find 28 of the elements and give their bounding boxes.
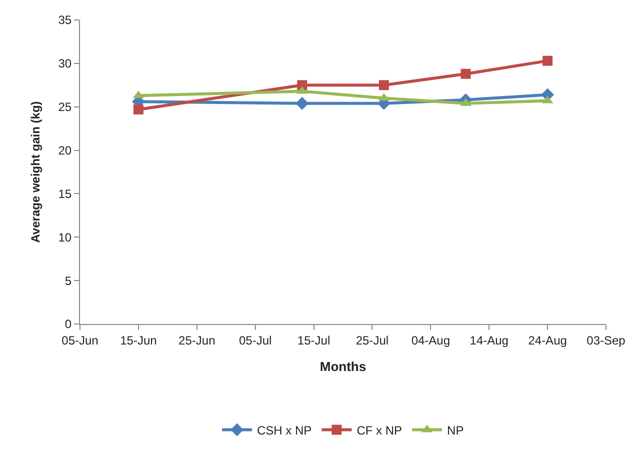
y-tick-label: 5 bbox=[64, 274, 72, 288]
x-tick-label: 24-Aug bbox=[528, 333, 567, 348]
x-tick-label: 04-Aug bbox=[411, 333, 450, 348]
y-tick-label: 0 bbox=[64, 317, 72, 332]
legend-label: NP bbox=[447, 423, 464, 438]
y-tick-label: 25 bbox=[58, 100, 72, 114]
y-tick-label: 15 bbox=[58, 186, 72, 201]
y-tick-label: 30 bbox=[58, 56, 72, 71]
x-tick-label: 25-Jul bbox=[356, 333, 389, 348]
point bbox=[296, 96, 309, 110]
point bbox=[460, 68, 471, 79]
y-axis-title: Average weight gain (kg) bbox=[28, 101, 43, 243]
y-tick-label: 20 bbox=[58, 143, 72, 158]
x-tick-label: 05-Jul bbox=[238, 333, 272, 348]
legend-label: CF x NP bbox=[356, 423, 402, 438]
x-tick-label: 03-Sep bbox=[586, 333, 626, 348]
x-axis-title: Months bbox=[320, 359, 366, 374]
point bbox=[378, 80, 389, 90]
x-tick-label: 25-Jun bbox=[178, 333, 216, 348]
x-tick-label: 15-Jul bbox=[297, 333, 330, 348]
legend-label: CSH x NP bbox=[257, 423, 312, 438]
x-tick-label: 15-Jun bbox=[120, 333, 157, 348]
point bbox=[133, 104, 144, 114]
x-tick-label: 14-Aug bbox=[470, 333, 508, 348]
y-tick-label: 10 bbox=[58, 230, 72, 244]
point bbox=[542, 56, 553, 66]
y-tick-label: 35 bbox=[58, 13, 72, 28]
x-tick-label: 05-Jun bbox=[62, 333, 98, 348]
